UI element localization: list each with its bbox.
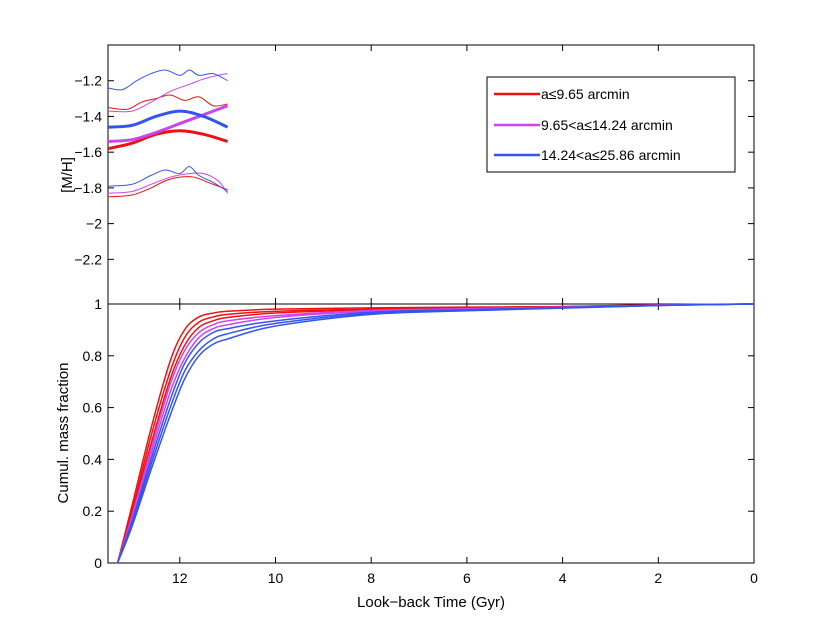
top-panel-ylabel: [M/H] bbox=[59, 157, 76, 193]
top-series-line bbox=[107, 69, 228, 91]
top-ytick-label: −1.8 bbox=[74, 180, 102, 196]
top-panel-series bbox=[107, 69, 229, 198]
bottom-series-line bbox=[116, 303, 755, 564]
x-axis-label: Look−back Time (Gyr) bbox=[357, 594, 505, 611]
bottom-ytick-label: 0.8 bbox=[83, 348, 103, 364]
legend-label-outer: 14.24<a≤25.86 arcmin bbox=[541, 147, 681, 163]
legend: a≤9.65 arcmin 9.65<a≤14.24 arcmin 14.24<… bbox=[486, 76, 736, 173]
metallicity-panel: −1.2 −1.4 −1.6 −1.8 −2 −2.2 [M/H] a≤9.65 arcm… bbox=[59, 44, 755, 305]
top-ytick-label: −1.2 bbox=[74, 73, 102, 89]
bottom-series-line bbox=[116, 303, 755, 564]
xtick-label: 8 bbox=[367, 570, 375, 586]
cumulative-mass-panel: 0 0.2 0.4 0.6 0.8 1 12 10 8 6 4 2 0 Cumul. mass frac… bbox=[55, 296, 758, 611]
top-series-line bbox=[107, 129, 229, 151]
top-series-line bbox=[107, 176, 228, 198]
bottom-panel-series bbox=[116, 303, 755, 564]
bottom-ytick-label: 0 bbox=[94, 555, 102, 571]
top-series-line bbox=[107, 172, 229, 194]
top-series-line bbox=[107, 165, 228, 192]
bottom-ytick-label: 0.6 bbox=[83, 400, 103, 416]
xtick-label: 6 bbox=[463, 570, 471, 586]
top-ytick-label: −1.4 bbox=[74, 108, 102, 124]
xtick-label: 10 bbox=[268, 570, 284, 586]
bottom-panel-ticks: 0 0.2 0.4 0.6 0.8 1 12 10 8 6 4 2 0 bbox=[83, 296, 759, 586]
bottom-ytick-label: 0.2 bbox=[83, 503, 103, 519]
top-ytick-label: −2 bbox=[86, 216, 102, 232]
bottom-series-line bbox=[116, 303, 755, 564]
legend-label-middle: 9.65<a≤14.24 arcmin bbox=[541, 117, 673, 133]
bottom-ytick-label: 1 bbox=[94, 296, 102, 312]
bottom-series-line bbox=[116, 303, 755, 564]
top-series-line bbox=[107, 104, 229, 143]
bottom-ytick-label: 0.4 bbox=[83, 451, 103, 467]
xtick-label: 2 bbox=[654, 570, 662, 586]
legend-label-inner: a≤9.65 arcmin bbox=[541, 86, 630, 102]
top-series-line bbox=[107, 109, 229, 129]
bottom-panel-ylabel: Cumul. mass fraction bbox=[55, 363, 72, 504]
bottom-series-line bbox=[116, 303, 755, 564]
bottom-series-line bbox=[116, 303, 755, 564]
xtick-label: 12 bbox=[172, 570, 188, 586]
top-series-line bbox=[107, 94, 228, 110]
bottom-panel-frame bbox=[107, 303, 755, 564]
top-panel-ticks: −1.2 −1.4 −1.6 −1.8 −2 −2.2 bbox=[74, 45, 755, 304]
xtick-label: 4 bbox=[559, 570, 567, 586]
top-ytick-label: −2.2 bbox=[74, 251, 102, 267]
xtick-label: 0 bbox=[750, 570, 758, 586]
bottom-series-line bbox=[116, 303, 755, 564]
top-ytick-label: −1.6 bbox=[74, 144, 102, 160]
top-series-line bbox=[107, 73, 228, 113]
bottom-series-line bbox=[116, 303, 755, 564]
